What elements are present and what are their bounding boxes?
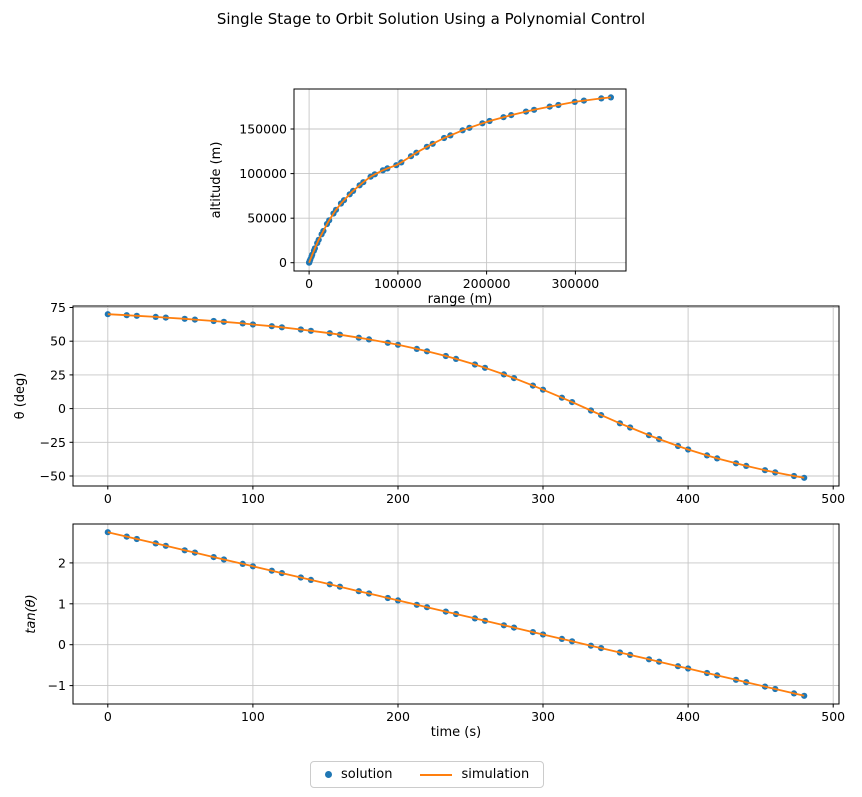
chart-tan-theta-vs-time: 0 100 200 300 400 500 2 1 0 −1: [48, 523, 845, 724]
svg-text:1: 1: [58, 596, 66, 611]
svg-text:2: 2: [58, 555, 66, 570]
svg-text:500: 500: [821, 491, 845, 506]
svg-text:100: 100: [241, 709, 265, 724]
svg-text:100000: 100000: [374, 276, 422, 291]
svg-text:25: 25: [50, 367, 66, 382]
svg-text:−25: −25: [40, 435, 66, 450]
svg-text:0: 0: [279, 255, 287, 270]
svg-text:300000: 300000: [552, 276, 600, 291]
svg-text:0: 0: [58, 401, 66, 416]
svg-text:200000: 200000: [463, 276, 511, 291]
svg-text:200: 200: [386, 491, 410, 506]
svg-text:300: 300: [531, 491, 555, 506]
svg-text:−1: −1: [48, 678, 66, 693]
range-axis-label: range (m): [427, 292, 493, 307]
simulation-line-marker-icon: [420, 773, 453, 776]
altitude-axis-label: altitude (m): [209, 141, 224, 219]
figure-title: Single Stage to Orbit Solution Using a P…: [216, 10, 646, 28]
time-axis-label: time (s): [430, 725, 482, 740]
legend: solution simulation: [310, 761, 545, 788]
chart-theta-vs-time: 0 100 200 300 400 500 75 50 25 0 −25 −50: [40, 300, 846, 506]
legend-item-simulation: simulation: [420, 767, 529, 782]
svg-text:0: 0: [104, 491, 112, 506]
tan-theta-axis-label: tan(θ): [24, 594, 39, 634]
svg-text:400: 400: [676, 709, 700, 724]
theta-axis-label: θ (deg): [13, 372, 28, 420]
svg-text:100: 100: [241, 491, 265, 506]
svg-text:0: 0: [305, 276, 313, 291]
svg-text:500: 500: [821, 709, 845, 724]
svg-text:50: 50: [50, 334, 66, 349]
svg-text:0: 0: [104, 709, 112, 724]
svg-text:50000: 50000: [247, 211, 287, 226]
svg-text:100000: 100000: [239, 166, 287, 181]
solution-dot-marker-icon: [325, 771, 332, 778]
legend-item-solution: solution: [325, 767, 392, 782]
legend-label-solution: solution: [341, 767, 393, 782]
legend-label-simulation: simulation: [461, 767, 530, 782]
svg-text:400: 400: [676, 491, 700, 506]
svg-text:300: 300: [531, 709, 555, 724]
svg-text:150000: 150000: [239, 122, 287, 137]
svg-text:200: 200: [386, 709, 410, 724]
chart-altitude-vs-range: 0 100000 200000 300000 0 50000 100000 150000: [239, 88, 627, 291]
svg-text:−50: −50: [40, 469, 66, 484]
svg-text:0: 0: [58, 637, 66, 652]
svg-text:75: 75: [50, 300, 66, 315]
